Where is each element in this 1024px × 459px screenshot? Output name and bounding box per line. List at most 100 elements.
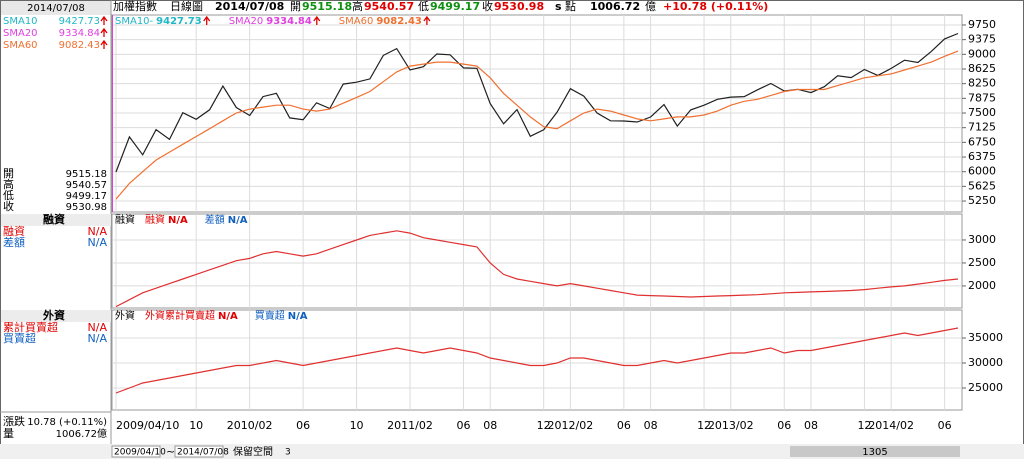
scroll-bar[interactable]: [790, 446, 960, 457]
x-tick-label: 2013/02: [708, 419, 754, 432]
legend-value: 9427.73: [156, 16, 202, 27]
up-arrow: [100, 39, 108, 49]
index-name: 加權指數: [113, 0, 157, 13]
sma-value: 9334.84: [59, 28, 100, 39]
legend-label: SMA60: [339, 16, 374, 27]
x-tick-label: 12: [697, 419, 711, 432]
x-tick-label: 2012/02: [548, 419, 594, 432]
footer-bar: [0, 444, 1024, 459]
legend-value: 9334.84: [266, 16, 312, 27]
quote-label: 低: [3, 189, 14, 202]
open-label: 開: [290, 0, 301, 13]
foreign-panel: [111, 309, 963, 411]
margin-header-bg: [1, 214, 111, 226]
close: 9530.98: [494, 0, 544, 13]
x-tick-label: 08: [483, 419, 497, 432]
y-tick-label: 8625: [968, 62, 996, 75]
unit-s: s: [555, 0, 562, 13]
series-line: [115, 230, 959, 308]
y-tick-label: 7875: [968, 91, 996, 104]
x-tick-label: 2011/02: [387, 419, 433, 432]
y-tick-label: 9375: [968, 33, 996, 46]
x-tick-label: 06: [296, 419, 310, 432]
up-arrow: [203, 15, 211, 25]
volume-unit: 億: [645, 0, 656, 13]
x-tick-label: 06: [777, 419, 791, 432]
margin-title: 融資: [43, 212, 65, 226]
quote-value: 9499.17: [66, 191, 107, 202]
reserve[interactable]: 保留空間: [233, 445, 273, 458]
row-value: N/A: [88, 225, 108, 238]
row-value: N/A: [88, 332, 108, 345]
open: 9515.18: [302, 0, 352, 13]
quote-value: 9540.57: [66, 180, 107, 191]
y-tick-label: 30000: [968, 356, 1003, 369]
x-tick-label: 10: [189, 419, 203, 432]
x-tick-label: 08: [804, 419, 818, 432]
quote-label: 高: [3, 177, 14, 191]
close-label: 收: [482, 0, 493, 13]
y-tick-label: 2000: [968, 279, 996, 292]
quote-label: 開: [3, 167, 14, 180]
chart-kind: 日線圖: [170, 0, 203, 13]
quote-value: 9530.98: [66, 202, 107, 213]
sma-label: SMA10: [3, 16, 38, 27]
foreign-header-bg: [1, 310, 111, 322]
volume-value: 1006.72億: [56, 427, 107, 440]
row-label: 差額: [3, 235, 25, 249]
legend-value: N/A: [288, 311, 308, 322]
y-tick-label: 3000: [968, 233, 996, 246]
start-date[interactable]: 2009/04/10: [114, 448, 166, 458]
y-tick-label: 5625: [968, 179, 996, 192]
x-tick-label: 2014/02: [868, 419, 914, 432]
y-tick-label: 7125: [968, 121, 996, 134]
y-tick-label: 9750: [968, 18, 996, 31]
legend-value: 9082.43: [376, 16, 422, 27]
sma-label: SMA20: [3, 28, 38, 39]
change: +10.78 (+0.11%): [663, 0, 768, 13]
margin-panel: [111, 213, 963, 309]
x-tick-label: 08: [644, 419, 658, 432]
y-tick-label: 8250: [968, 77, 996, 90]
row-value: N/A: [88, 236, 108, 249]
y-tick-label: 35000: [968, 331, 1003, 344]
y-tick-label: 6750: [968, 135, 996, 148]
y-tick-label: 25000: [968, 381, 1003, 394]
foreign-title: 外資: [42, 308, 65, 322]
sma-label: SMA60: [3, 40, 38, 51]
x-tick-label: 2009/04/10: [116, 419, 179, 432]
row-label: 累計買賣超: [3, 320, 58, 334]
x-tick-label: 2010/02: [227, 419, 273, 432]
y-tick-label: 5250: [968, 194, 996, 207]
panel-title: 融資: [115, 214, 135, 226]
up-arrow: [423, 15, 431, 25]
sma-value: 9082.43: [59, 40, 100, 51]
y-tick-label: 7500: [968, 106, 996, 119]
up-arrow: [313, 15, 321, 25]
panel-title: 外資: [115, 310, 135, 322]
up-arrow: [100, 27, 108, 37]
start-box[interactable]: [111, 445, 161, 458]
y-tick-label: 2500: [968, 256, 996, 269]
y-tick-label: 6375: [968, 150, 996, 163]
up-arrow: [100, 15, 108, 25]
low: 9499.17: [430, 0, 480, 13]
row-label: 買賣超: [3, 331, 36, 345]
high-label: 高: [352, 0, 363, 13]
date: 2014/07/08: [215, 0, 284, 13]
end-date[interactable]: 2014/07/08: [177, 448, 229, 458]
x-tick-label: 10: [350, 419, 364, 432]
x-tick-label: 06: [456, 419, 470, 432]
legend-label: 買賣超: [255, 309, 285, 322]
x-tick-label: 12: [537, 419, 551, 432]
legend-label: SMA20: [229, 16, 264, 27]
legend-label: 融資: [145, 214, 165, 226]
end-box[interactable]: [174, 445, 224, 458]
y-tick-label: 9000: [968, 47, 996, 60]
quote-label: 收: [3, 199, 14, 213]
low-label: 低: [418, 0, 429, 13]
sidebar-date: 2014/07/08: [27, 3, 85, 14]
unit-point: 點: [565, 0, 576, 13]
legend-value: N/A: [168, 215, 188, 226]
